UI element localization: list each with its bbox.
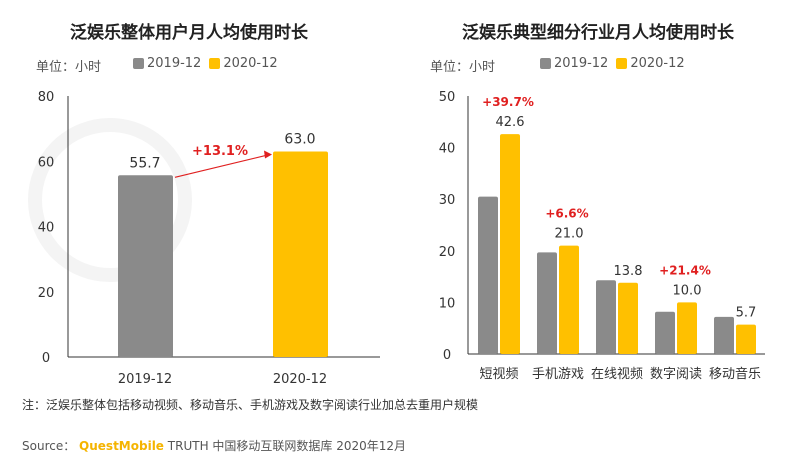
x-tick-label: 短视频 [479, 367, 518, 382]
legend-swatch-2019 [133, 58, 144, 69]
watermark-logo [28, 118, 192, 282]
source-text: TRUTH 中国移动互联网数据库 2020年12月 [167, 439, 407, 453]
x-tick-label: 在线视频 [591, 367, 643, 382]
bar-2019-12 [596, 280, 616, 354]
chart2-title: 泛娱乐典型细分行业月人均使用时长 [462, 23, 734, 43]
legend-swatch-2019 [540, 58, 551, 69]
source: Source： QuestMobile TRUTH 中国移动互联网数据库 202… [22, 437, 406, 454]
y-tick-label: 50 [439, 90, 456, 105]
y-tick-label: 40 [439, 142, 456, 157]
arrow-head [264, 150, 272, 159]
legend-2020: 2020-12 [223, 56, 278, 71]
growth-arrow [174, 153, 271, 178]
bar-2019-12 [655, 311, 675, 354]
source-prefix: Source： [22, 439, 76, 453]
bar-2019-12 [714, 316, 734, 354]
growth-label: +6.6% [545, 207, 588, 221]
bar-2020-12 [618, 282, 638, 354]
bar-2019-12 [118, 175, 173, 357]
growth-label: +21.4% [659, 263, 711, 277]
y-tick-label: 0 [42, 351, 50, 366]
bar-2020-12 [273, 151, 328, 357]
growth-label: +13.1% [192, 144, 248, 159]
legend-2020: 2020-12 [630, 56, 685, 71]
y-tick-label: 60 [38, 155, 55, 170]
chart1-legend: 2019-12 2020-12 [133, 56, 278, 71]
data-label: 42.6 [496, 115, 525, 130]
source-brand: QuestMobile [79, 439, 164, 453]
x-tick-label: 手机游戏 [532, 367, 584, 382]
y-tick-label: 0 [443, 348, 451, 363]
legend-2019: 2019-12 [554, 56, 609, 71]
bar-2019-12 [478, 196, 498, 354]
chart2-unit: 单位：小时 [430, 60, 496, 75]
y-tick-label: 10 [439, 296, 456, 311]
x-tick-label: 2020-12 [273, 372, 327, 387]
data-label: 21.0 [555, 227, 584, 242]
bar-2020-12 [500, 134, 520, 354]
y-tick-label: 20 [38, 286, 55, 301]
footnote: 注：泛娱乐整体包括移动视频、移动音乐、手机游戏及数字阅读行业加总去重用户规模 [22, 398, 479, 412]
bar-2020-12 [559, 245, 579, 354]
data-label: 5.7 [736, 306, 757, 321]
y-tick-label: 40 [38, 221, 55, 236]
data-label: 63.0 [284, 131, 315, 147]
legend-swatch-2020 [616, 58, 628, 69]
y-tick-label: 80 [38, 90, 55, 105]
data-label: 10.0 [673, 283, 702, 298]
growth-label: +39.7% [482, 95, 534, 109]
legend-2019: 2019-12 [147, 56, 202, 71]
bar-2020-12 [736, 324, 756, 354]
chart1-title: 泛娱乐整体用户月人均使用时长 [70, 23, 308, 43]
data-label: 13.8 [614, 264, 643, 279]
chart1-unit: 单位：小时 [36, 60, 102, 75]
x-tick-label: 数字阅读 [650, 367, 702, 382]
data-label: 55.7 [129, 155, 160, 171]
bar-2019-12 [537, 252, 557, 354]
y-tick-label: 30 [439, 193, 456, 208]
legend-swatch-2020 [209, 58, 221, 69]
chart2-legend: 2019-12 2020-12 [540, 56, 685, 71]
x-tick-label: 2019-12 [118, 372, 172, 387]
x-tick-label: 移动音乐 [709, 366, 761, 382]
bar-2020-12 [677, 302, 697, 354]
y-tick-label: 20 [439, 245, 456, 260]
